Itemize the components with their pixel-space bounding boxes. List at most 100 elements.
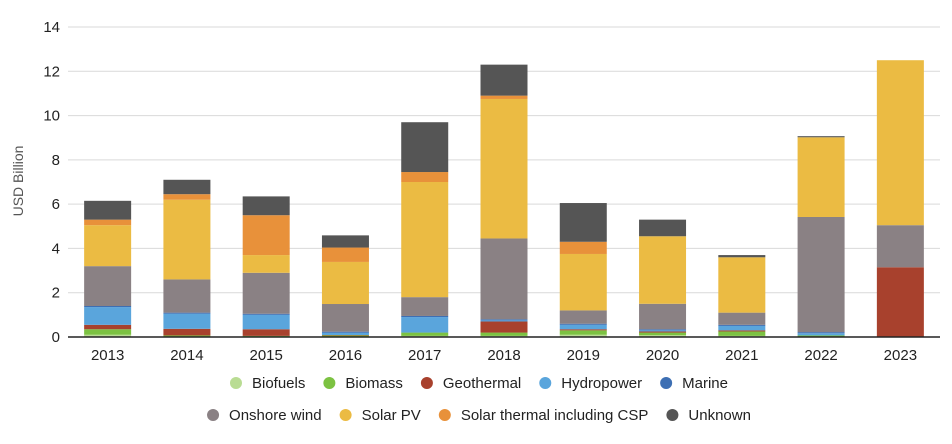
bar-stack-2022 bbox=[797, 136, 845, 337]
x-tick-label: 2022 bbox=[804, 347, 837, 364]
x-tick-label: 2018 bbox=[487, 347, 520, 364]
bar-segment-solar-pv-2018 bbox=[480, 98, 528, 239]
legend-label-unknown: Unknown bbox=[688, 407, 751, 424]
bar-segment-marine-2014 bbox=[163, 312, 211, 314]
bar-segment-unknown-2016 bbox=[321, 235, 369, 248]
bar-segment-solar-thermal-including-csp-2013 bbox=[84, 219, 132, 226]
y-tick-label: 6 bbox=[52, 196, 60, 213]
bar-segment-geothermal-2013 bbox=[84, 324, 132, 330]
bar-segment-solar-pv-2023 bbox=[876, 60, 924, 226]
bar-segment-solar-thermal-including-csp-2019 bbox=[559, 241, 607, 254]
legend-marker-hydropower bbox=[539, 377, 552, 389]
bar-segment-marine-2016 bbox=[321, 331, 369, 333]
legend-label-solar-pv: Solar PV bbox=[362, 407, 421, 424]
bar-segment-solar-thermal-including-csp-2016 bbox=[321, 247, 369, 262]
bar-segment-biomass-2020 bbox=[639, 332, 687, 336]
x-tick-label: 2023 bbox=[884, 347, 917, 364]
legend-label-solar-thermal-including-csp: Solar thermal including CSP bbox=[461, 407, 649, 424]
bar-segment-hydropower-2013 bbox=[84, 307, 132, 325]
bar-segment-geothermal-2020 bbox=[639, 331, 687, 333]
bar-stack-2019 bbox=[559, 203, 607, 337]
bar-segment-hydropower-2022 bbox=[797, 333, 845, 336]
legend-marker-geothermal bbox=[420, 377, 433, 389]
bar-segment-marine-2018 bbox=[480, 319, 528, 321]
bar-segment-biofuels-2013 bbox=[84, 334, 132, 337]
bar-segment-marine-2015 bbox=[242, 313, 290, 315]
bar-segment-hydropower-2020 bbox=[639, 330, 687, 332]
bar-segment-onshore-wind-2016 bbox=[321, 304, 369, 332]
y-axis-label: USD Billion bbox=[10, 146, 26, 217]
bar-segment-onshore-wind-2014 bbox=[163, 279, 211, 313]
bar-segment-onshore-wind-2020 bbox=[639, 303, 687, 330]
bar-segment-unknown-2022 bbox=[797, 136, 845, 138]
legend-marker-marine bbox=[660, 377, 673, 389]
bar-stack-2015 bbox=[242, 196, 290, 337]
legend-marker-biofuels bbox=[229, 377, 242, 389]
bar-segment-biofuels-2019 bbox=[559, 334, 607, 337]
bar-segment-marine-2013 bbox=[84, 306, 132, 308]
bar-segment-marine-2019 bbox=[559, 323, 607, 325]
bar-segment-solar-thermal-including-csp-2015 bbox=[242, 215, 290, 256]
legend-label-biomass: Biomass bbox=[345, 375, 403, 392]
bar-segment-hydropower-2014 bbox=[163, 313, 211, 329]
bar-stack-2014 bbox=[163, 179, 211, 337]
bar-stack-2020 bbox=[639, 219, 687, 337]
bar-segment-solar-thermal-including-csp-2018 bbox=[480, 95, 528, 99]
bar-segment-solar-pv-2022 bbox=[797, 137, 845, 217]
bar-segment-geothermal-2015 bbox=[242, 329, 290, 336]
bar-segment-unknown-2013 bbox=[84, 200, 132, 220]
bar-stack-2013 bbox=[84, 200, 132, 337]
y-tick-label: 0 bbox=[52, 329, 60, 346]
bar-segment-onshore-wind-2015 bbox=[242, 272, 290, 314]
x-tick-label: 2014 bbox=[170, 347, 203, 364]
legend-marker-solar-pv bbox=[339, 409, 352, 421]
legend: Biofuels Biomass Geothermal Hydropower Marin… bbox=[207, 375, 751, 424]
bar-segment-onshore-wind-2019 bbox=[559, 310, 607, 324]
bar-segment-hydropower-2016 bbox=[321, 332, 369, 336]
bar-segment-unknown-2019 bbox=[559, 203, 607, 242]
bar-segment-marine-2021 bbox=[718, 324, 766, 326]
bar-segment-biomass-2018 bbox=[480, 332, 528, 336]
y-axis-ticks: 0 2 4 6 8 10 12 14 bbox=[43, 19, 60, 346]
bar-segment-geothermal-2019 bbox=[559, 329, 607, 331]
legend-label-marine: Marine bbox=[682, 375, 728, 392]
bar-segment-onshore-wind-2017 bbox=[401, 297, 449, 316]
bar-segment-solar-pv-2015 bbox=[242, 255, 290, 273]
x-tick-label: 2016 bbox=[329, 347, 362, 364]
bar-stack-2018 bbox=[480, 64, 528, 337]
bar-segment-biomass-2022 bbox=[797, 335, 845, 337]
x-tick-label: 2019 bbox=[567, 347, 600, 364]
bar-segment-onshore-wind-2022 bbox=[797, 216, 845, 333]
bars bbox=[84, 60, 924, 337]
x-tick-label: 2013 bbox=[91, 347, 124, 364]
bar-segment-unknown-2020 bbox=[639, 219, 687, 237]
bar-stack-2023 bbox=[876, 60, 924, 337]
bar-segment-hydropower-2021 bbox=[718, 325, 766, 331]
bar-segment-marine-2022 bbox=[797, 332, 845, 334]
x-tick-label: 2017 bbox=[408, 347, 441, 364]
bar-segment-biomass-2015 bbox=[242, 335, 290, 337]
bar-segment-hydropower-2017 bbox=[401, 317, 449, 333]
bar-segment-unknown-2017 bbox=[401, 122, 449, 173]
bar-segment-biomass-2013 bbox=[84, 329, 132, 335]
x-tick-label: 2015 bbox=[249, 347, 282, 364]
bar-segment-onshore-wind-2023 bbox=[876, 225, 924, 268]
legend-marker-onshore-wind bbox=[207, 409, 220, 421]
bar-stack-2016 bbox=[321, 235, 369, 337]
bar-segment-biofuels-2020 bbox=[639, 335, 687, 337]
bar-segment-solar-pv-2014 bbox=[163, 199, 211, 280]
legend-label-onshore-wind: Onshore wind bbox=[229, 407, 322, 424]
bar-segment-solar-pv-2013 bbox=[84, 225, 132, 267]
bar-segment-marine-2020 bbox=[639, 329, 687, 331]
bar-segment-hydropower-2015 bbox=[242, 314, 290, 330]
legend-marker-biomass bbox=[323, 377, 336, 389]
bar-segment-geothermal-2014 bbox=[163, 328, 211, 336]
bar-segment-unknown-2014 bbox=[163, 179, 211, 195]
y-tick-label: 14 bbox=[43, 19, 60, 36]
bar-segment-onshore-wind-2018 bbox=[480, 238, 528, 320]
y-tick-label: 4 bbox=[52, 240, 60, 257]
bar-segment-solar-pv-2021 bbox=[718, 257, 766, 313]
bar-segment-solar-pv-2017 bbox=[401, 182, 449, 298]
y-tick-label: 8 bbox=[52, 152, 60, 169]
